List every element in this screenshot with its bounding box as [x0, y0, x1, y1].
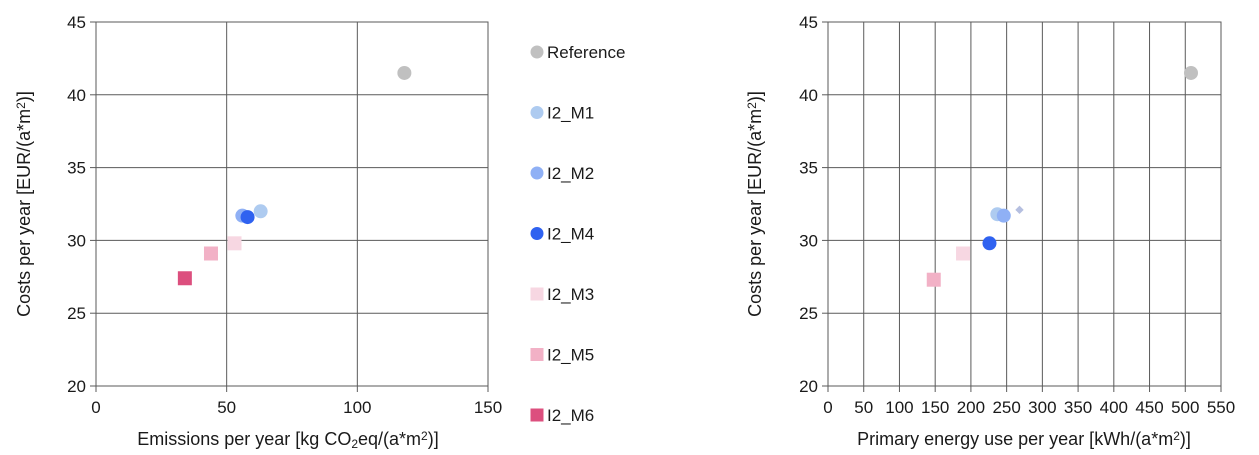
- y-tick-label: 35: [799, 159, 818, 178]
- x-tick-label: 450: [1135, 398, 1163, 417]
- x-tick-label: 0: [91, 398, 100, 417]
- x-tick-label: 0: [823, 398, 832, 417]
- legend-i2-m1-label: I2_M1: [547, 104, 594, 123]
- y-tick-label: 25: [799, 304, 818, 323]
- legend-i2-m2-label: I2_M2: [547, 164, 594, 183]
- legend-i2-m1-marker: [530, 106, 544, 119]
- y-tick-label: 30: [67, 231, 86, 250]
- x-tick-label: 400: [1100, 398, 1128, 417]
- y-tick-label: 45: [67, 13, 86, 32]
- legend-reference-label: Reference: [547, 43, 625, 62]
- legend-i2-m5-label: I2_M5: [547, 346, 594, 365]
- legend-i2-m5-marker: [530, 348, 544, 361]
- x-axis-title: Primary energy use per year [kWh/(a*m2)]: [857, 429, 1191, 449]
- y-axis-title: Costs per year [EUR/(a*m2)]: [745, 91, 765, 317]
- y-tick-label: 20: [67, 377, 86, 396]
- x-tick-label: 250: [992, 398, 1020, 417]
- emissions-cost-chart: 0 50 100 150 20 25 30 35 40 45 Emissions per year …: [14, 13, 502, 451]
- x-tick-label: 150: [921, 398, 949, 417]
- plot-area-frame: [95, 21, 489, 387]
- point-unlabeled: [1015, 205, 1024, 215]
- legend-reference-marker: [530, 45, 544, 59]
- x-tick-label: 350: [1064, 398, 1092, 417]
- plot-area-frame: [827, 21, 1222, 387]
- y-tick-label: 30: [799, 231, 818, 250]
- y-tick-label: 25: [67, 304, 86, 323]
- x-tick-label: 500: [1171, 398, 1199, 417]
- point-i2-m3: [227, 236, 242, 251]
- legend-i2-m4-marker: [530, 227, 544, 240]
- point-i2-m4: [982, 236, 997, 251]
- legend-i2-m3-label: I2_M3: [547, 285, 594, 304]
- legend: Reference I2_M1 I2_M2 I2_M4 I2_M3 I2_M5 I2_M6: [530, 43, 625, 425]
- point-i2-m2: [996, 208, 1011, 223]
- y-tick-label: 45: [799, 13, 818, 32]
- x-tick-label: 50: [854, 398, 873, 417]
- x-axis-title: Emissions per year [kg CO2eq/(a*m2)]: [137, 429, 438, 451]
- x-tick-label: 150: [474, 398, 502, 417]
- legend-i2-m3-marker: [530, 287, 544, 301]
- legend-i2-m4-label: I2_M4: [547, 225, 594, 244]
- energy-cost-chart: 0 50 100 150 200 250 300 350 400 450 500 550 20 25 30 3…: [745, 13, 1235, 449]
- y-tick-label: 20: [799, 377, 818, 396]
- y-axis-title: Costs per year [EUR/(a*m2)]: [14, 91, 34, 317]
- point-i2-m3: [956, 246, 971, 261]
- y-tick-label: 40: [67, 86, 86, 105]
- x-tick-label: 50: [217, 398, 236, 417]
- x-tick-label: 100: [343, 398, 371, 417]
- x-tick-label: 100: [885, 398, 913, 417]
- point-i2-m5: [203, 246, 218, 261]
- y-tick-label: 35: [67, 159, 86, 178]
- legend-i2-m6-marker: [530, 408, 544, 422]
- legend-i2-m6-label: I2_M6: [547, 406, 594, 425]
- point-i2-m1: [253, 204, 268, 219]
- legend-i2-m2-marker: [530, 166, 544, 180]
- point-i2-m6: [177, 271, 192, 286]
- point-i2-m4: [240, 210, 255, 225]
- x-tick-label: 550: [1207, 398, 1235, 417]
- point-i2-m5: [926, 272, 941, 287]
- x-tick-label: 200: [957, 398, 985, 417]
- point-reference: [397, 65, 412, 80]
- point-reference: [1183, 65, 1198, 80]
- y-tick-label: 40: [799, 86, 818, 105]
- x-tick-label: 300: [1028, 398, 1056, 417]
